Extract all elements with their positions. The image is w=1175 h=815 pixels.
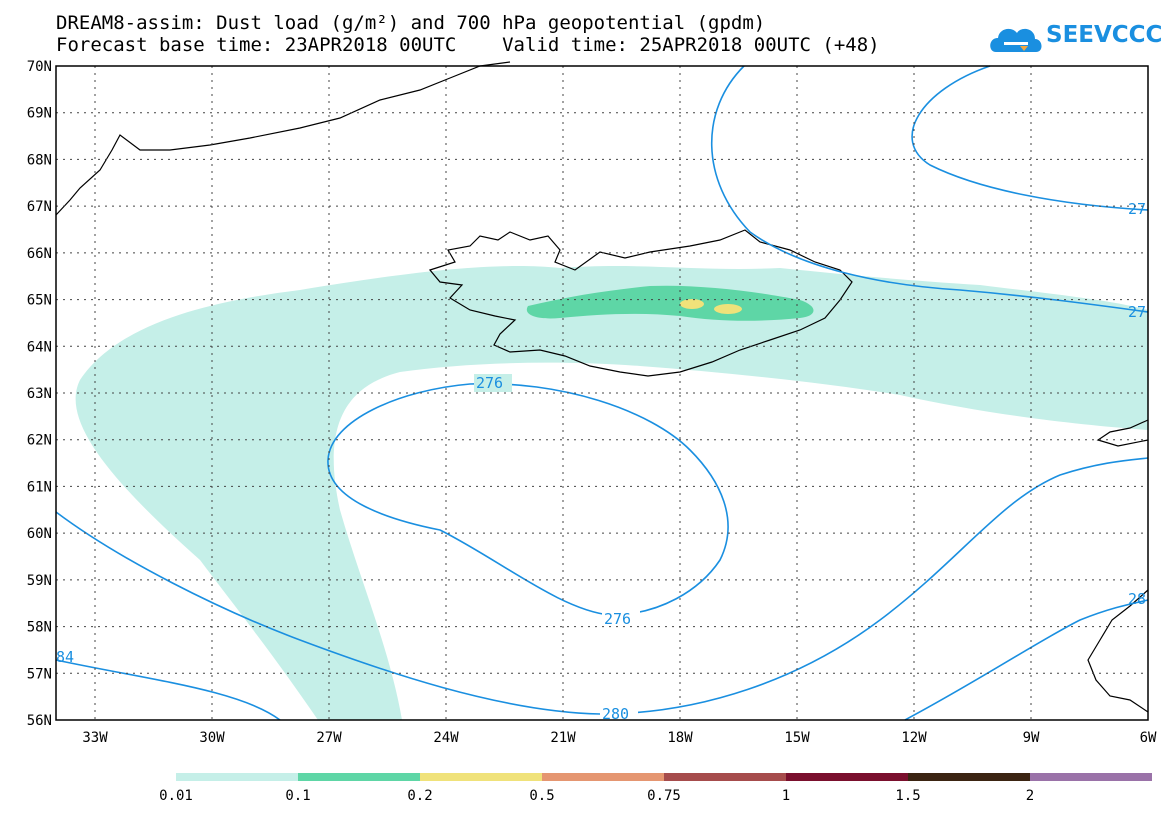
colorbar-label: 0.1 — [285, 788, 310, 804]
colorbar — [176, 773, 1152, 781]
contour-284 — [904, 599, 1149, 721]
latitude-label: 59N — [27, 573, 52, 589]
latitude-label: 68N — [27, 152, 52, 168]
colorbar-label: 1 — [782, 788, 790, 804]
contour-label: 27 — [1128, 303, 1146, 321]
colorbar-label: 0.75 — [647, 788, 681, 804]
contour-280 — [55, 457, 1149, 721]
graticule — [56, 66, 1148, 720]
longitude-label: 27W — [316, 730, 342, 746]
colorbar-segment — [298, 773, 420, 781]
colorbar-label: 0.01 — [159, 788, 193, 804]
contour-top-right — [911, 65, 1149, 211]
longitude-label: 6W — [1140, 730, 1157, 746]
colorbar-segment — [420, 773, 542, 781]
contour-label: 280 — [602, 705, 629, 723]
colorbar-segment — [176, 773, 298, 781]
dust-region-high-1 — [680, 299, 704, 309]
colorbar-label: 1.5 — [895, 788, 920, 804]
longitude-label: 12W — [901, 730, 927, 746]
latitude-label: 62N — [27, 433, 52, 449]
colorbar-label: 0.5 — [529, 788, 554, 804]
europe-coastline — [1087, 419, 1149, 713]
contour-label: 84 — [56, 648, 74, 666]
dust-region-high-2 — [714, 304, 742, 314]
longitude-label: 15W — [784, 730, 810, 746]
dust-region-light — [75, 266, 1148, 720]
latitude-label: 57N — [27, 666, 52, 682]
longitude-label: 21W — [550, 730, 576, 746]
dust-region-medium — [526, 285, 814, 321]
contour-276-closed — [327, 382, 729, 616]
latitude-label: 67N — [27, 199, 52, 215]
longitude-label: 18W — [667, 730, 693, 746]
colorbar-segment — [908, 773, 1030, 781]
contour-label: 276 — [476, 374, 503, 392]
longitude-label: 24W — [433, 730, 459, 746]
latitude-label: 60N — [27, 526, 52, 542]
iceland-coastline — [428, 229, 853, 377]
colorbar-segment — [1030, 773, 1152, 781]
map-frame — [55, 65, 1149, 721]
latitude-label: 63N — [27, 386, 52, 402]
longitude-label: 9W — [1023, 730, 1040, 746]
latitude-label: 61N — [27, 479, 52, 495]
colorbar-label: 0.2 — [407, 788, 432, 804]
latitude-label: 56N — [27, 713, 52, 729]
latitude-label: 66N — [27, 246, 52, 262]
latitude-label: 65N — [27, 293, 52, 309]
contour-label: 276 — [604, 610, 631, 628]
greenland-coastline — [55, 61, 511, 216]
colorbar-segment — [786, 773, 908, 781]
longitude-label: 33W — [82, 730, 108, 746]
latitude-label: 70N — [27, 59, 52, 75]
latitude-label: 58N — [27, 620, 52, 636]
cloud-icon — [990, 28, 1042, 52]
contour-upper-right — [710, 65, 1149, 313]
map-title: DREAM8-assim: Dust load (g/m²) and 700 h… — [56, 12, 766, 34]
longitude-label: 30W — [199, 730, 225, 746]
contour-label: 28 — [1128, 590, 1146, 608]
latitude-label: 69N — [27, 106, 52, 122]
logo-text: SEEVCCC — [1046, 22, 1163, 48]
latitude-label: 64N — [27, 339, 52, 355]
contour-label: 27 — [1128, 200, 1146, 218]
map-subtitle: Forecast base time: 23APR2018 00UTC Vali… — [56, 34, 880, 56]
colorbar-segment — [664, 773, 786, 781]
colorbar-segment — [542, 773, 664, 781]
colorbar-label: 2 — [1026, 788, 1034, 804]
